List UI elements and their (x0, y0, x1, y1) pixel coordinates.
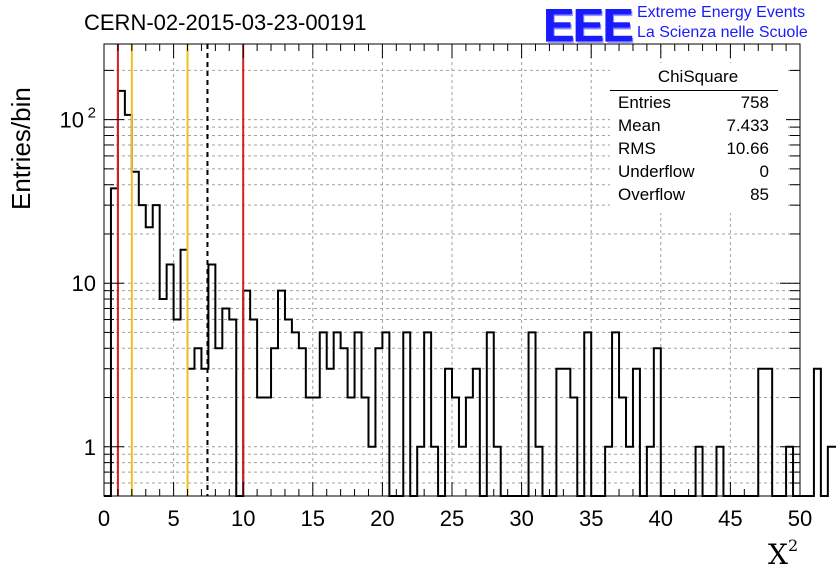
x-tick-label: 15 (301, 506, 325, 531)
y-tick-label-exponent: 2 (88, 105, 96, 122)
plot-title: CERN-02-2015-03-23-00191 (84, 10, 367, 35)
x-tick-label: 10 (231, 506, 255, 531)
stats-value: 0 (759, 162, 769, 181)
stats-key: Mean (618, 116, 661, 135)
stats-key: Overflow (618, 185, 686, 204)
y-tick-label: 10 (72, 271, 96, 296)
stats-value: 758 (740, 93, 769, 112)
eee-logo: EEE Extreme Energy Events La Scienza nel… (543, 2, 833, 48)
logo-mark: EEE (543, 0, 633, 51)
stats-title: ChiSquare (657, 67, 739, 86)
histogram-line (104, 89, 836, 497)
stats-key: RMS (618, 139, 656, 158)
x-tick-label: 5 (167, 506, 179, 531)
x-axis-title-sup: 2 (787, 536, 799, 555)
x-axis-title-base: X (768, 538, 788, 571)
stats-divider (610, 90, 778, 91)
x-tick-label: 30 (509, 506, 533, 531)
x-tick-label: 45 (718, 506, 742, 531)
x-tick-label: 25 (440, 506, 464, 531)
x-tick-label: 40 (649, 506, 673, 531)
logo-line-1: Extreme Energy Events (637, 4, 806, 21)
x-tick-label: 50 (788, 506, 812, 531)
stats-key: Entries (618, 93, 671, 112)
x-tick-label: 20 (370, 506, 394, 531)
x-axis-title: X2 (768, 536, 799, 571)
y-tick-label: 1 (84, 435, 96, 460)
stats-value: 7.433 (726, 116, 769, 135)
stats-value: 85 (750, 185, 769, 204)
x-tick-label: 0 (98, 506, 110, 531)
stats-box: ChiSquare Entries 758 Mean 7.433 RMS 10.… (610, 63, 786, 213)
y-tick-label: 10 (60, 108, 84, 133)
x-tick-label: 35 (579, 506, 603, 531)
logo-line-2: La Scienza nelle Scuole (637, 24, 808, 41)
y-axis-title: Entries/bin (6, 87, 36, 210)
stats-value: 10.66 (726, 139, 769, 158)
stats-key: Underflow (618, 162, 695, 181)
